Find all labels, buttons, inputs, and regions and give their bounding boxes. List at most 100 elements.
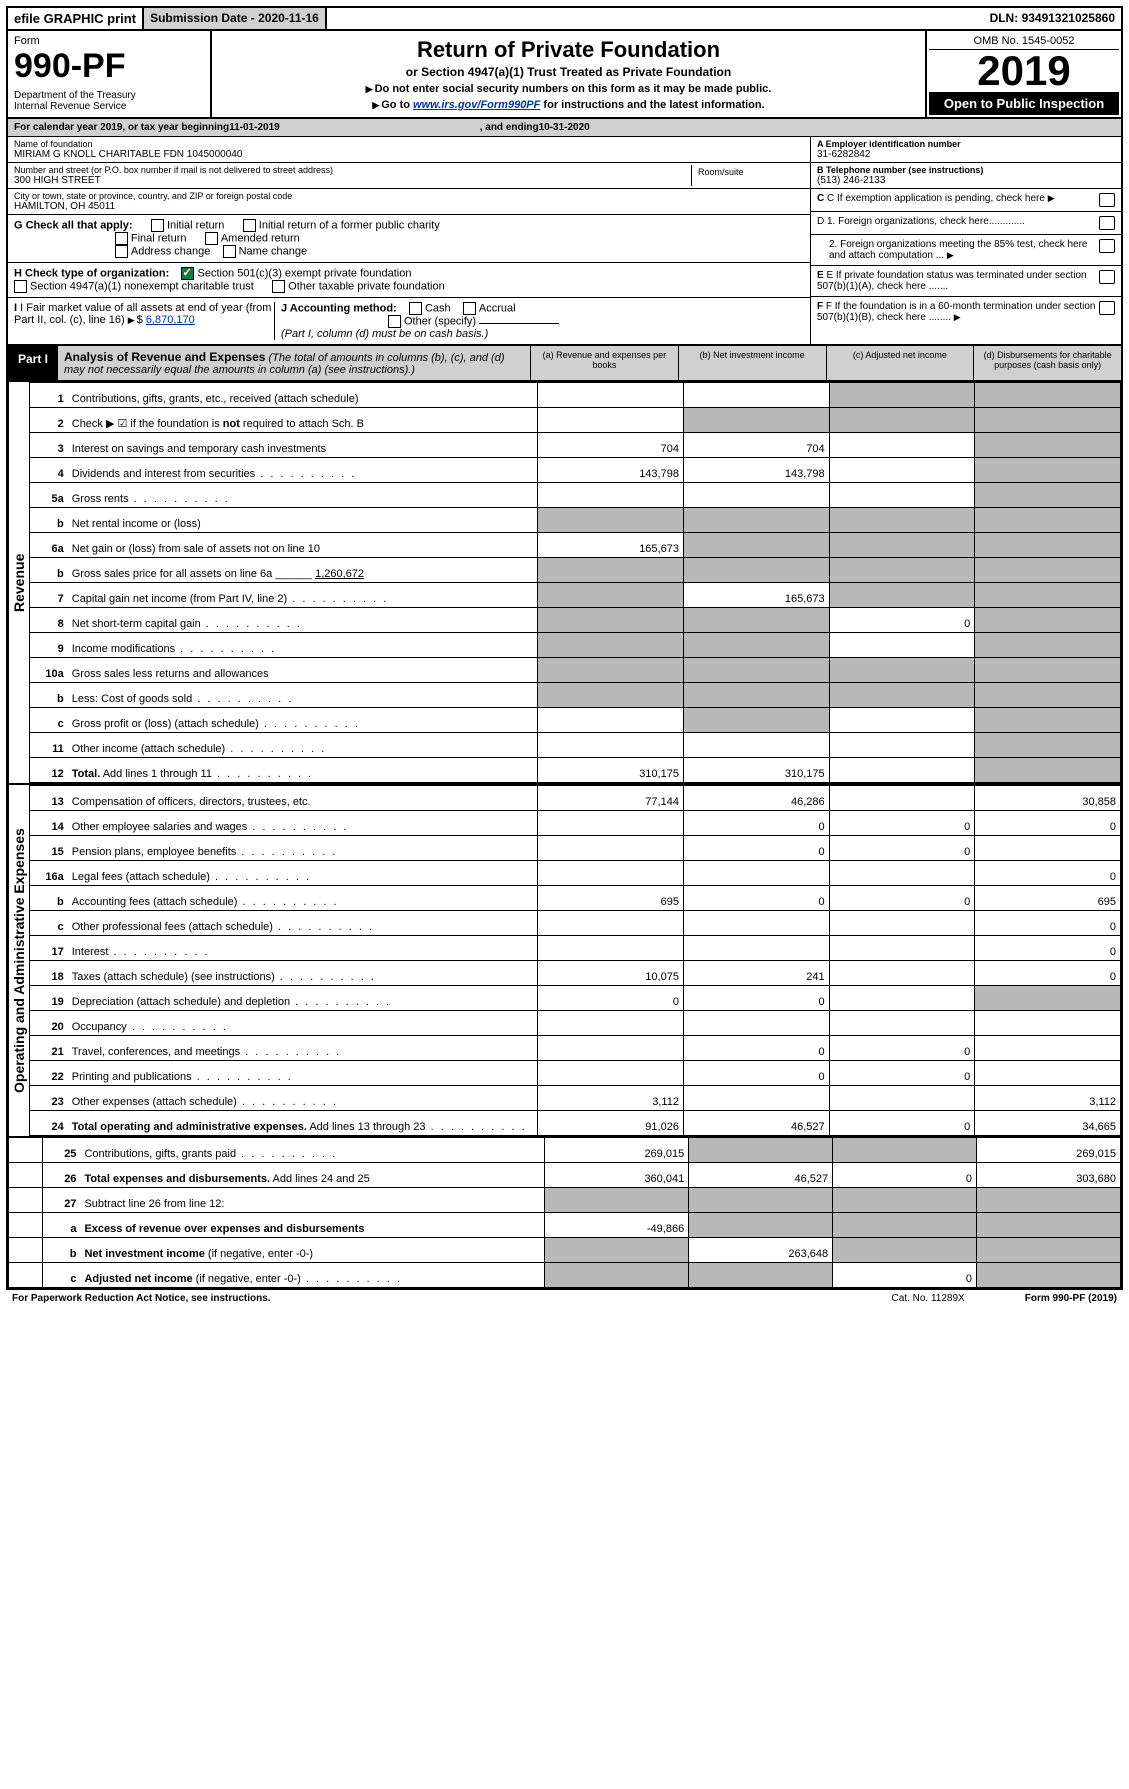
value-cell: 0 (829, 1111, 975, 1136)
section-h: H Check type of organization: Section 50… (8, 263, 810, 298)
value-cell (538, 483, 684, 508)
value-cell (977, 1188, 1121, 1213)
table-row: 3Interest on savings and temporary cash … (30, 433, 1121, 458)
checkbox-c[interactable] (1099, 193, 1115, 207)
dept-label: Department of the Treasury Internal Reve… (14, 90, 204, 112)
value-cell: 269,015 (977, 1137, 1121, 1163)
value-cell (683, 383, 829, 408)
street-address: 300 HIGH STREET (14, 175, 691, 186)
value-cell: 704 (538, 433, 684, 458)
checkbox-final[interactable] (115, 232, 128, 245)
checkbox-4947[interactable] (14, 280, 27, 293)
value-cell (689, 1263, 833, 1288)
checkbox-other-method[interactable] (388, 315, 401, 328)
header-right: OMB No. 1545-0052 2019 Open to Public In… (925, 31, 1121, 117)
value-cell (975, 758, 1121, 783)
form-header: Form 990-PF Department of the Treasury I… (8, 31, 1121, 119)
checkbox-f[interactable] (1099, 301, 1115, 315)
value-cell: 0 (683, 986, 829, 1011)
revenue-section: Revenue 1Contributions, gifts, grants, e… (8, 381, 1121, 783)
value-cell (975, 433, 1121, 458)
checkbox-initial-former[interactable] (243, 219, 256, 232)
value-cell (538, 911, 684, 936)
value-cell (829, 408, 975, 433)
checkbox-other-taxable[interactable] (272, 280, 285, 293)
value-cell (538, 861, 684, 886)
checkbox-501c3[interactable] (181, 267, 194, 280)
value-cell (829, 1011, 975, 1036)
line-number: 10a (30, 658, 68, 683)
value-cell: 310,175 (683, 758, 829, 783)
table-row: cOther professional fees (attach schedul… (30, 911, 1121, 936)
value-cell (977, 1213, 1121, 1238)
checkbox-initial[interactable] (151, 219, 164, 232)
table-row: 12Total. Add lines 1 through 11310,17531… (30, 758, 1121, 783)
col-b-header: (b) Net investment income (679, 346, 827, 380)
value-cell (538, 733, 684, 758)
value-cell (829, 733, 975, 758)
value-cell: 3,112 (975, 1086, 1121, 1111)
value-cell (833, 1188, 977, 1213)
value-cell (683, 1011, 829, 1036)
line-description: Adjusted net income (if negative, enter … (80, 1263, 544, 1288)
city-value: HAMILTON, OH 45011 (14, 201, 804, 212)
table-row: 20Occupancy (30, 1011, 1121, 1036)
table-row: 5aGross rents (30, 483, 1121, 508)
value-cell (683, 558, 829, 583)
checkbox-e[interactable] (1099, 270, 1115, 284)
table-row: 17Interest0 (30, 936, 1121, 961)
value-cell: 360,041 (545, 1163, 689, 1188)
line-description: Check ▶ ☑ if the foundation is not requi… (68, 408, 538, 433)
table-row: 4Dividends and interest from securities1… (30, 458, 1121, 483)
instructions-link[interactable]: www.irs.gov/Form990PF (413, 99, 540, 111)
open-inspection: Open to Public Inspection (929, 92, 1119, 115)
checkbox-amended[interactable] (205, 232, 218, 245)
line-description: Total. Add lines 1 through 11 (68, 758, 538, 783)
checkbox-accrual[interactable] (463, 302, 476, 315)
value-cell: 165,673 (683, 583, 829, 608)
line-number: 12 (30, 758, 68, 783)
line-description: Income modifications (68, 633, 538, 658)
line-number: 20 (30, 1011, 68, 1036)
line-number: a (43, 1213, 81, 1238)
line-number: 1 (30, 383, 68, 408)
value-cell: 0 (829, 1061, 975, 1086)
line-description: Gross profit or (loss) (attach schedule) (68, 708, 538, 733)
line-description: Gross rents (68, 483, 538, 508)
subtract-table: 25Contributions, gifts, grants paid269,0… (8, 1136, 1121, 1288)
value-cell (975, 633, 1121, 658)
value-cell: 0 (538, 986, 684, 1011)
value-cell (538, 383, 684, 408)
revenue-label: Revenue (8, 382, 29, 783)
checkbox-d1[interactable] (1099, 216, 1115, 230)
line-number: 15 (30, 836, 68, 861)
cat-number: Cat. No. 11289X (892, 1293, 965, 1304)
checkbox-d2[interactable] (1099, 239, 1115, 253)
value-cell: 3,112 (538, 1086, 684, 1111)
checkbox-cash[interactable] (409, 302, 422, 315)
checkbox-address[interactable] (115, 245, 128, 258)
value-cell (545, 1238, 689, 1263)
line-description: Net short-term capital gain (68, 608, 538, 633)
value-cell (683, 861, 829, 886)
line-description: Other employee salaries and wages (68, 811, 538, 836)
value-cell (683, 1086, 829, 1111)
checkbox-name[interactable] (223, 245, 236, 258)
line-description: Travel, conferences, and meetings (68, 1036, 538, 1061)
value-cell (538, 558, 684, 583)
value-cell (829, 986, 975, 1011)
tel-value: (513) 246-2133 (817, 175, 1115, 186)
value-cell (977, 1263, 1121, 1288)
value-cell (829, 683, 975, 708)
value-cell (829, 758, 975, 783)
value-cell (829, 861, 975, 886)
value-cell (683, 658, 829, 683)
value-cell (538, 836, 684, 861)
value-cell (683, 911, 829, 936)
value-cell (975, 708, 1121, 733)
fmv-link[interactable]: 6,870,170 (146, 314, 195, 326)
line-description: Subtract line 26 from line 12: (80, 1188, 544, 1213)
ein-value: 31-6282842 (817, 149, 1115, 160)
table-row: 24Total operating and administrative exp… (30, 1111, 1121, 1136)
padding-cell (9, 1213, 43, 1238)
